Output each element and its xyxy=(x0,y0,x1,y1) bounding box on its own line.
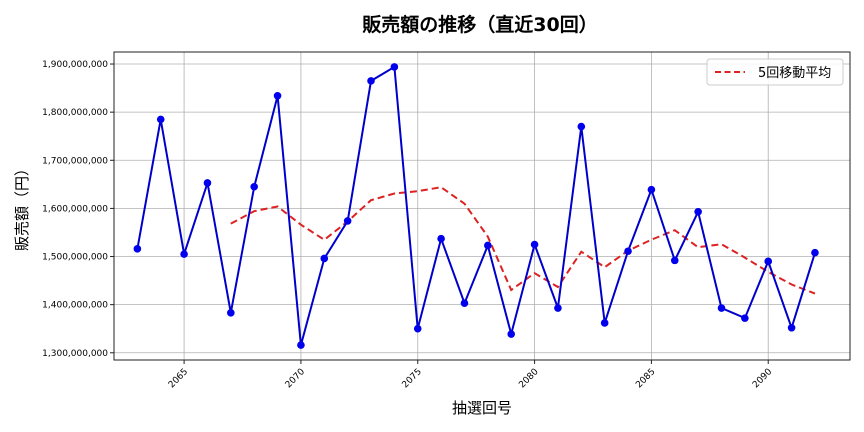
data-point-marker xyxy=(273,91,282,100)
data-point-marker xyxy=(227,309,235,317)
y-tick-label: 1,300,000,000 xyxy=(42,349,108,359)
x-tick-label: 2090 xyxy=(751,367,774,390)
y-tick-label: 1,700,000,000 xyxy=(42,156,108,166)
data-point-marker xyxy=(390,63,399,71)
data-point-marker xyxy=(600,319,609,327)
y-axis-label: 販売額（円） xyxy=(13,161,31,251)
legend-box xyxy=(706,58,844,86)
legend-label: 5回移動平均 xyxy=(758,66,831,81)
data-point-marker xyxy=(203,179,212,187)
x-axis-ticks: 2065 2070 2075 2080 2085 2090 xyxy=(167,360,775,390)
x-tick-label: 2070 xyxy=(284,367,307,390)
data-point-marker xyxy=(297,341,305,349)
data-point-marker xyxy=(250,182,258,191)
data-point-marker xyxy=(343,217,352,225)
data-point-marker xyxy=(554,304,562,312)
sales-line xyxy=(136,65,816,346)
x-tick-label: 2085 xyxy=(634,367,657,390)
data-point-marker xyxy=(437,234,445,243)
y-tick-label: 1,600,000,000 xyxy=(42,204,108,214)
plot-area-frame xyxy=(113,51,851,361)
data-point-marker xyxy=(717,304,726,312)
y-tick-label: 1,500,000,000 xyxy=(42,253,108,263)
data-point-marker xyxy=(764,257,773,266)
data-point-marker xyxy=(320,254,329,263)
x-axis-label: 抽選回号 xyxy=(452,399,512,417)
data-point-marker xyxy=(577,122,586,131)
moving-average-line xyxy=(230,186,816,295)
x-tick-label: 2080 xyxy=(517,367,540,390)
y-tick-label: 1,800,000,000 xyxy=(42,108,108,118)
data-point-marker xyxy=(484,241,492,250)
data-point-marker xyxy=(180,250,188,258)
data-point-marker xyxy=(741,314,749,322)
x-tick-label: 2065 xyxy=(167,367,190,390)
sales-markers xyxy=(133,63,819,349)
data-point-marker xyxy=(624,247,632,256)
data-point-marker xyxy=(156,115,165,124)
data-point-marker xyxy=(367,77,375,85)
grid-lines xyxy=(114,52,850,360)
y-tick-label: 1,400,000,000 xyxy=(42,301,108,311)
data-point-marker xyxy=(694,207,702,216)
data-point-marker xyxy=(507,330,516,338)
data-point-marker xyxy=(133,245,142,253)
data-point-marker xyxy=(460,299,469,308)
data-point-marker xyxy=(811,248,819,257)
y-tick-label: 1,900,000,000 xyxy=(42,60,108,70)
data-point-marker xyxy=(670,256,679,265)
data-point-marker xyxy=(413,324,422,333)
data-point-marker xyxy=(530,240,539,249)
legend: 5回移動平均 xyxy=(706,58,844,86)
data-point-marker xyxy=(647,185,656,194)
y-axis-ticks: 1,300,000,000 1,400,000,000 1,500,000,000 1… xyxy=(42,60,114,359)
data-point-marker xyxy=(787,323,796,332)
chart-title: 販売額の推移（直近30回） xyxy=(362,13,597,36)
x-tick-label: 2075 xyxy=(401,367,424,390)
